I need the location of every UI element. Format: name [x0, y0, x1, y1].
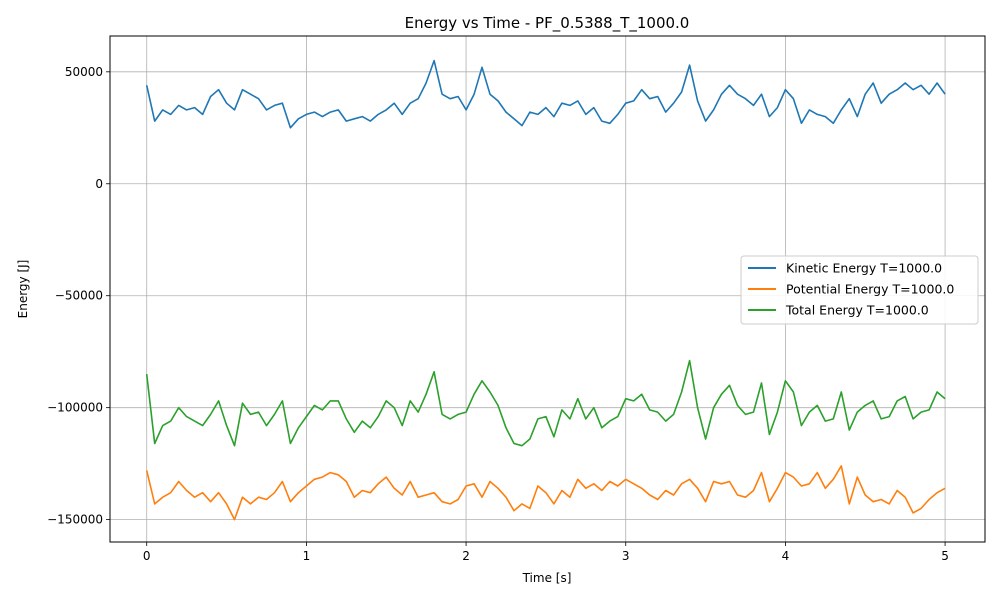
- chart-title: Energy vs Time - PF_0.5388_T_1000.0: [405, 14, 690, 33]
- x-tick-label: 2: [462, 549, 470, 563]
- plot-frame: [109, 35, 986, 543]
- x-tick-label: 4: [782, 549, 790, 563]
- x-axis-ticks: 0 1 2 3 4 5: [143, 542, 949, 563]
- legend-label-kinetic: Kinetic Energy T=1000.0: [786, 261, 942, 276]
- y-axis-ticks: 50000 0 −50000 −100000 −150000: [47, 65, 110, 527]
- x-axis-label: Time [s]: [522, 571, 572, 585]
- kinetic-energy-line: [145, 59, 946, 129]
- legend: Kinetic Energy T=1000.0 Potential Energy …: [740, 255, 979, 325]
- y-tick-label: 50000: [65, 65, 103, 79]
- y-tick-label: −150000: [47, 513, 103, 527]
- x-tick-label: 0: [143, 549, 151, 563]
- legend-label-potential: Potential Energy T=1000.0: [786, 282, 954, 297]
- legend-label-total: Total Energy T=1000.0: [785, 303, 929, 318]
- x-tick-label: 3: [622, 549, 630, 563]
- y-tick-label: 0: [95, 177, 103, 191]
- y-tick-label: −50000: [55, 289, 103, 303]
- grid-lines: [110, 36, 985, 542]
- total-energy-line: [145, 359, 946, 447]
- series-lines: [145, 59, 946, 521]
- potential-energy-line: [145, 465, 946, 521]
- x-tick-label: 5: [941, 549, 949, 563]
- y-axis-label: Energy [J]: [16, 260, 30, 319]
- x-tick-label: 1: [303, 549, 311, 563]
- y-tick-label: −100000: [47, 401, 103, 415]
- legend-box: [740, 255, 979, 325]
